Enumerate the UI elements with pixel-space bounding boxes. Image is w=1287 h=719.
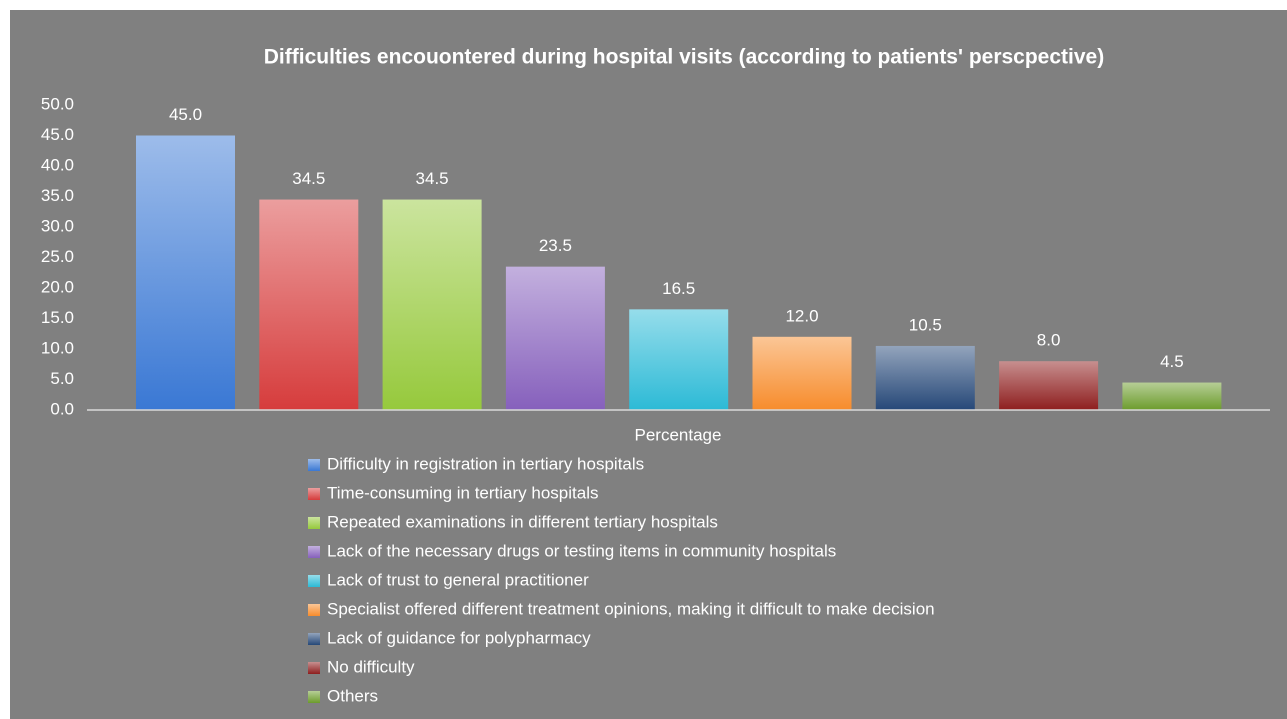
legend-swatch (308, 488, 320, 500)
y-tick-label: 0.0 (50, 399, 74, 418)
data-label: 45.0 (169, 105, 202, 124)
y-tick-label: 25.0 (41, 247, 74, 266)
bar (875, 345, 975, 410)
bar (752, 336, 852, 410)
legend-label: Lack of trust to general practitioner (327, 570, 589, 589)
bar (259, 199, 359, 410)
data-label: 12.0 (785, 306, 818, 325)
bar (1122, 382, 1222, 410)
data-label: 10.5 (909, 315, 942, 334)
bar (629, 309, 729, 410)
bar (999, 361, 1099, 410)
legend-swatch (308, 459, 320, 471)
legend-label: No difficulty (327, 657, 415, 676)
data-label: 23.5 (539, 236, 572, 255)
x-tick-label: Percentage (635, 425, 722, 444)
y-tick-label: 50.0 (41, 94, 74, 113)
bar (382, 199, 482, 410)
legend-label: Difficulty in registration in tertiary h… (327, 454, 644, 473)
data-label: 16.5 (662, 279, 695, 298)
legend-swatch (308, 633, 320, 645)
legend-swatch (308, 546, 320, 558)
chart-title: Difficulties encouontered during hospita… (264, 46, 1104, 69)
y-tick-label: 35.0 (41, 186, 74, 205)
data-label: 34.5 (292, 169, 325, 188)
y-tick-label: 20.0 (41, 277, 74, 296)
bar (136, 135, 235, 410)
legend-label: Others (327, 686, 378, 705)
data-label: 8.0 (1037, 331, 1061, 350)
bar (505, 266, 605, 410)
y-tick-label: 10.0 (41, 338, 74, 357)
y-tick-label: 5.0 (50, 369, 74, 388)
y-tick-label: 45.0 (41, 125, 74, 144)
legend-label: Lack of the necessary drugs or testing i… (327, 541, 836, 560)
legend-label: Time-consuming in tertiary hospitals (327, 483, 598, 502)
legend-swatch (308, 604, 320, 616)
legend-label: Specialist offered different treatment o… (327, 599, 935, 618)
y-tick-label: 15.0 (41, 308, 74, 327)
y-tick-label: 40.0 (41, 155, 74, 174)
legend-swatch (308, 691, 320, 703)
legend-label: Lack of guidance for polypharmacy (327, 628, 591, 647)
legend-swatch (308, 575, 320, 587)
legend-label: Repeated examinations in different terti… (327, 512, 718, 531)
data-label: 34.5 (416, 169, 449, 188)
y-tick-label: 30.0 (41, 216, 74, 235)
legend-swatch (308, 662, 320, 674)
data-label: 4.5 (1160, 352, 1184, 371)
legend-swatch (308, 517, 320, 529)
